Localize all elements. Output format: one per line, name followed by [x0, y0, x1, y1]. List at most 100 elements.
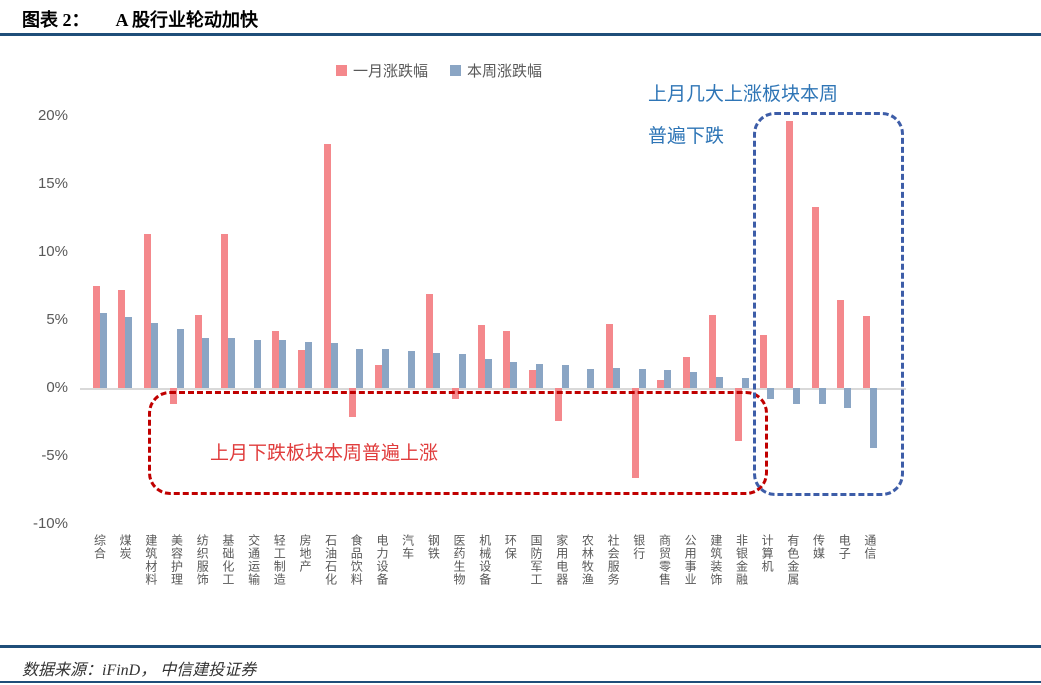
bar-month-石油石化: [323, 144, 331, 388]
bar-month-钢铁: [426, 294, 434, 388]
legend-swatch-icon: [336, 65, 347, 76]
chart-legend: 一月涨跌幅 本周涨跌幅: [336, 60, 542, 81]
bar-month-通信: [862, 315, 870, 388]
bar-week-房地产: [304, 341, 312, 388]
bar-month-计算机: [760, 334, 768, 388]
blue-annotation-line1: 上月几大上涨板块本周: [648, 84, 839, 105]
bar-month-纺织服饰: [195, 314, 203, 388]
y-tick-label: -5%: [41, 447, 68, 465]
red-dashed-annotation-box: [148, 391, 768, 495]
bar-month-国防军工: [529, 370, 537, 388]
bar-week-食品饮料: [356, 348, 364, 388]
bar-month-综合: [92, 285, 100, 388]
x-axis-label-基础化工: 基础化工: [220, 534, 235, 586]
footer-divider-line: [0, 645, 1041, 648]
x-axis-label-计算机: 计算机: [760, 534, 775, 573]
bar-month-有色金属: [785, 121, 793, 388]
x-axis-label-传媒: 传媒: [811, 534, 826, 560]
x-axis-label-钢铁: 钢铁: [426, 534, 441, 560]
x-axis-label-汽车: 汽车: [400, 534, 415, 560]
bar-week-机械设备: [484, 359, 492, 388]
y-tick-label: 5%: [46, 310, 68, 328]
bar-week-医药生物: [459, 353, 467, 388]
y-tick-label: 15%: [37, 174, 68, 192]
bar-month-家用电器: [554, 388, 562, 421]
bar-month-银行: [631, 388, 639, 478]
bar-week-纺织服饰: [202, 337, 210, 388]
bar-week-有色金属: [792, 388, 800, 405]
bar-month-建筑装饰: [708, 314, 716, 388]
bar-month-电子: [837, 299, 845, 388]
x-axis-label-电力设备: 电力设备: [374, 534, 389, 586]
bar-week-电子: [844, 388, 852, 409]
bar-week-银行: [638, 368, 646, 388]
x-axis-label-有色金属: 有色金属: [785, 534, 800, 586]
x-axis-label-国防军工: 国防军工: [529, 534, 544, 586]
x-axis-label-房地产: 房地产: [297, 534, 312, 573]
legend-item-month: 一月涨跌幅: [336, 60, 428, 81]
y-tick-label: 0%: [46, 379, 68, 396]
bar-month-商贸零售: [657, 379, 665, 388]
bar-week-公用事业: [690, 371, 698, 388]
bar-month-社会服务: [606, 324, 614, 388]
bar-week-石油石化: [330, 343, 338, 388]
bar-week-传媒: [818, 388, 826, 405]
data-source-text: 数据来源：iFinD， 中信建投证券: [22, 662, 257, 679]
x-axis-label-农林牧渔: 农林牧渔: [580, 534, 595, 586]
bar-week-汽车: [407, 351, 415, 388]
bar-week-基础化工: [227, 337, 235, 388]
bar-week-轻工制造: [279, 340, 287, 388]
bar-week-美容护理: [176, 329, 184, 388]
x-axis-label-综合: 综合: [92, 534, 107, 560]
bar-month-煤炭: [118, 290, 126, 388]
bar-week-综合: [99, 313, 107, 388]
figure-title: A 股行业轮动加快: [115, 10, 259, 30]
blue-dashed-annotation-box: [753, 112, 904, 496]
bar-month-建筑材料: [143, 234, 151, 388]
x-axis-label-纺织服饰: 纺织服饰: [195, 534, 210, 586]
y-tick-label: -10%: [32, 515, 68, 533]
bar-week-农林牧渔: [587, 368, 595, 388]
x-axis-label-石油石化: 石油石化: [323, 534, 338, 586]
x-axis-label-食品饮料: 食品饮料: [349, 534, 364, 586]
legend-label: 一月涨跌幅: [353, 63, 429, 80]
x-axis-label-美容护理: 美容护理: [169, 534, 184, 586]
bar-week-家用电器: [561, 364, 569, 388]
x-axis-label-商贸零售: 商贸零售: [657, 534, 672, 586]
bar-month-房地产: [297, 349, 305, 388]
bar-week-计算机: [767, 388, 775, 399]
x-axis-label-交通运输: 交通运输: [246, 534, 261, 586]
x-axis-label-非银金融: 非银金融: [734, 534, 749, 586]
x-axis-label-医药生物: 医药生物: [452, 534, 467, 586]
bar-week-建筑装饰: [715, 377, 723, 388]
bar-month-美容护理: [169, 388, 177, 405]
blue-annotation-line2: 普遍下跌: [648, 126, 725, 147]
x-axis-label-机械设备: 机械设备: [477, 534, 492, 586]
bar-month-轻工制造: [272, 330, 280, 388]
bar-month-公用事业: [683, 356, 691, 388]
legend-swatch-icon: [450, 65, 462, 76]
bar-month-机械设备: [477, 325, 485, 388]
y-tick-label: 20%: [37, 106, 68, 124]
bar-week-商贸零售: [664, 370, 672, 388]
x-axis-label-建筑材料: 建筑材料: [143, 534, 158, 586]
x-axis-label-通信: 通信: [862, 534, 877, 560]
x-axis-label-家用电器: 家用电器: [554, 534, 569, 586]
x-axis-label-社会服务: 社会服务: [606, 534, 621, 586]
x-axis-label-银行: 银行: [631, 534, 646, 560]
bar-week-环保: [510, 362, 518, 388]
bar-week-建筑材料: [150, 322, 158, 388]
x-axis-label-电子: 电子: [837, 534, 852, 560]
bar-month-环保: [503, 330, 511, 388]
bar-week-社会服务: [613, 367, 621, 388]
bar-week-通信: [869, 388, 877, 448]
x-axis-label-轻工制造: 轻工制造: [272, 534, 287, 586]
bar-month-非银金融: [734, 388, 742, 442]
figure-number-label: 图表 2：: [22, 10, 90, 30]
bar-month-食品饮料: [349, 388, 357, 417]
bottom-border-line: [0, 681, 1041, 683]
bar-week-交通运输: [253, 340, 261, 388]
blue-annotation-text: 上月几大上涨板块本周 普遍下跌: [648, 74, 838, 158]
x-axis-label-煤炭: 煤炭: [118, 534, 133, 560]
